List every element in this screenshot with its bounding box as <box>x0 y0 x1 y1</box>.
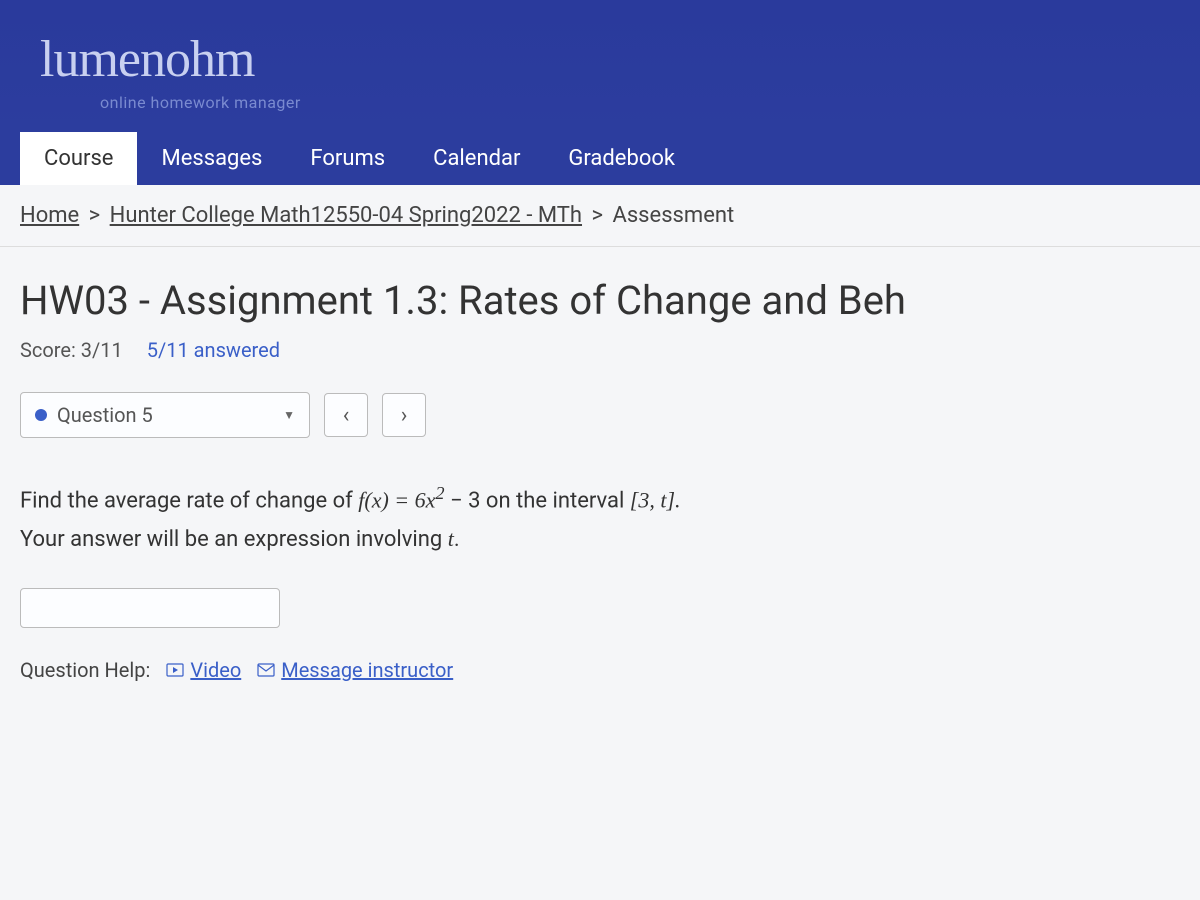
question-current: Question 5 <box>57 403 153 427</box>
video-icon <box>166 662 184 678</box>
breadcrumb: Home > Hunter College Math12550-04 Sprin… <box>0 185 1200 247</box>
breadcrumb-home[interactable]: Home <box>20 203 79 228</box>
message-instructor-link[interactable]: Message instructor <box>257 658 453 682</box>
breadcrumb-sep: > <box>591 203 603 228</box>
nav-forums[interactable]: Forums <box>286 132 409 185</box>
brand-header: lumenohm online homework manager <box>0 0 1200 132</box>
score-label: Score: 3/11 <box>20 338 123 362</box>
question-nav: Question 5 ▼ ‹ › <box>20 392 1180 438</box>
brand-tagline: online homework manager <box>100 93 1160 112</box>
score-row: Score: 3/11 5/11 answered <box>20 338 1180 362</box>
answered-label: 5/11 answered <box>147 338 280 362</box>
q-line1-fx: f(x) = 6x <box>358 487 435 512</box>
message-instructor-label: Message instructor <box>281 658 453 682</box>
mail-icon <box>257 662 275 678</box>
question-select[interactable]: Question 5 ▼ <box>20 392 310 438</box>
chevron-down-icon: ▼ <box>283 408 295 422</box>
prev-question-button[interactable]: ‹ <box>324 393 368 437</box>
q-line2: Your answer will be an expression involv… <box>20 527 448 552</box>
content-area: HW03 - Assignment 1.3: Rates of Change a… <box>0 247 1200 702</box>
question-text: Find the average rate of change of f(x) … <box>20 478 1180 558</box>
status-dot-icon <box>35 409 47 421</box>
nav-calendar[interactable]: Calendar <box>409 132 544 185</box>
nav-messages[interactable]: Messages <box>137 132 286 185</box>
video-help-label: Video <box>190 658 241 682</box>
nav-gradebook[interactable]: Gradebook <box>544 132 699 185</box>
nav-course[interactable]: Course <box>20 132 137 185</box>
help-label: Question Help: <box>20 658 150 682</box>
breadcrumb-sep: > <box>89 203 101 228</box>
assignment-title: HW03 - Assignment 1.3: Rates of Change a… <box>20 277 1180 324</box>
q-line2-end: . <box>454 527 460 552</box>
q-line1-pre: Find the average rate of change of <box>20 488 358 513</box>
main-nav: Course Messages Forums Calendar Gradeboo… <box>0 132 1200 185</box>
answer-input[interactable] <box>20 588 280 628</box>
next-question-button[interactable]: › <box>382 393 426 437</box>
q-line1-interval: [3, t]. <box>630 487 681 512</box>
breadcrumb-page: Assessment <box>612 203 734 228</box>
video-help-link[interactable]: Video <box>166 658 241 682</box>
q-line1-post: − 3 on the interval <box>450 488 630 513</box>
help-row: Question Help: Video Message instructor <box>20 658 1180 682</box>
breadcrumb-course[interactable]: Hunter College Math12550-04 Spring2022 -… <box>110 203 582 228</box>
brand-name: lumenohm <box>40 30 1160 89</box>
q-line1-exp: 2 <box>435 483 444 503</box>
